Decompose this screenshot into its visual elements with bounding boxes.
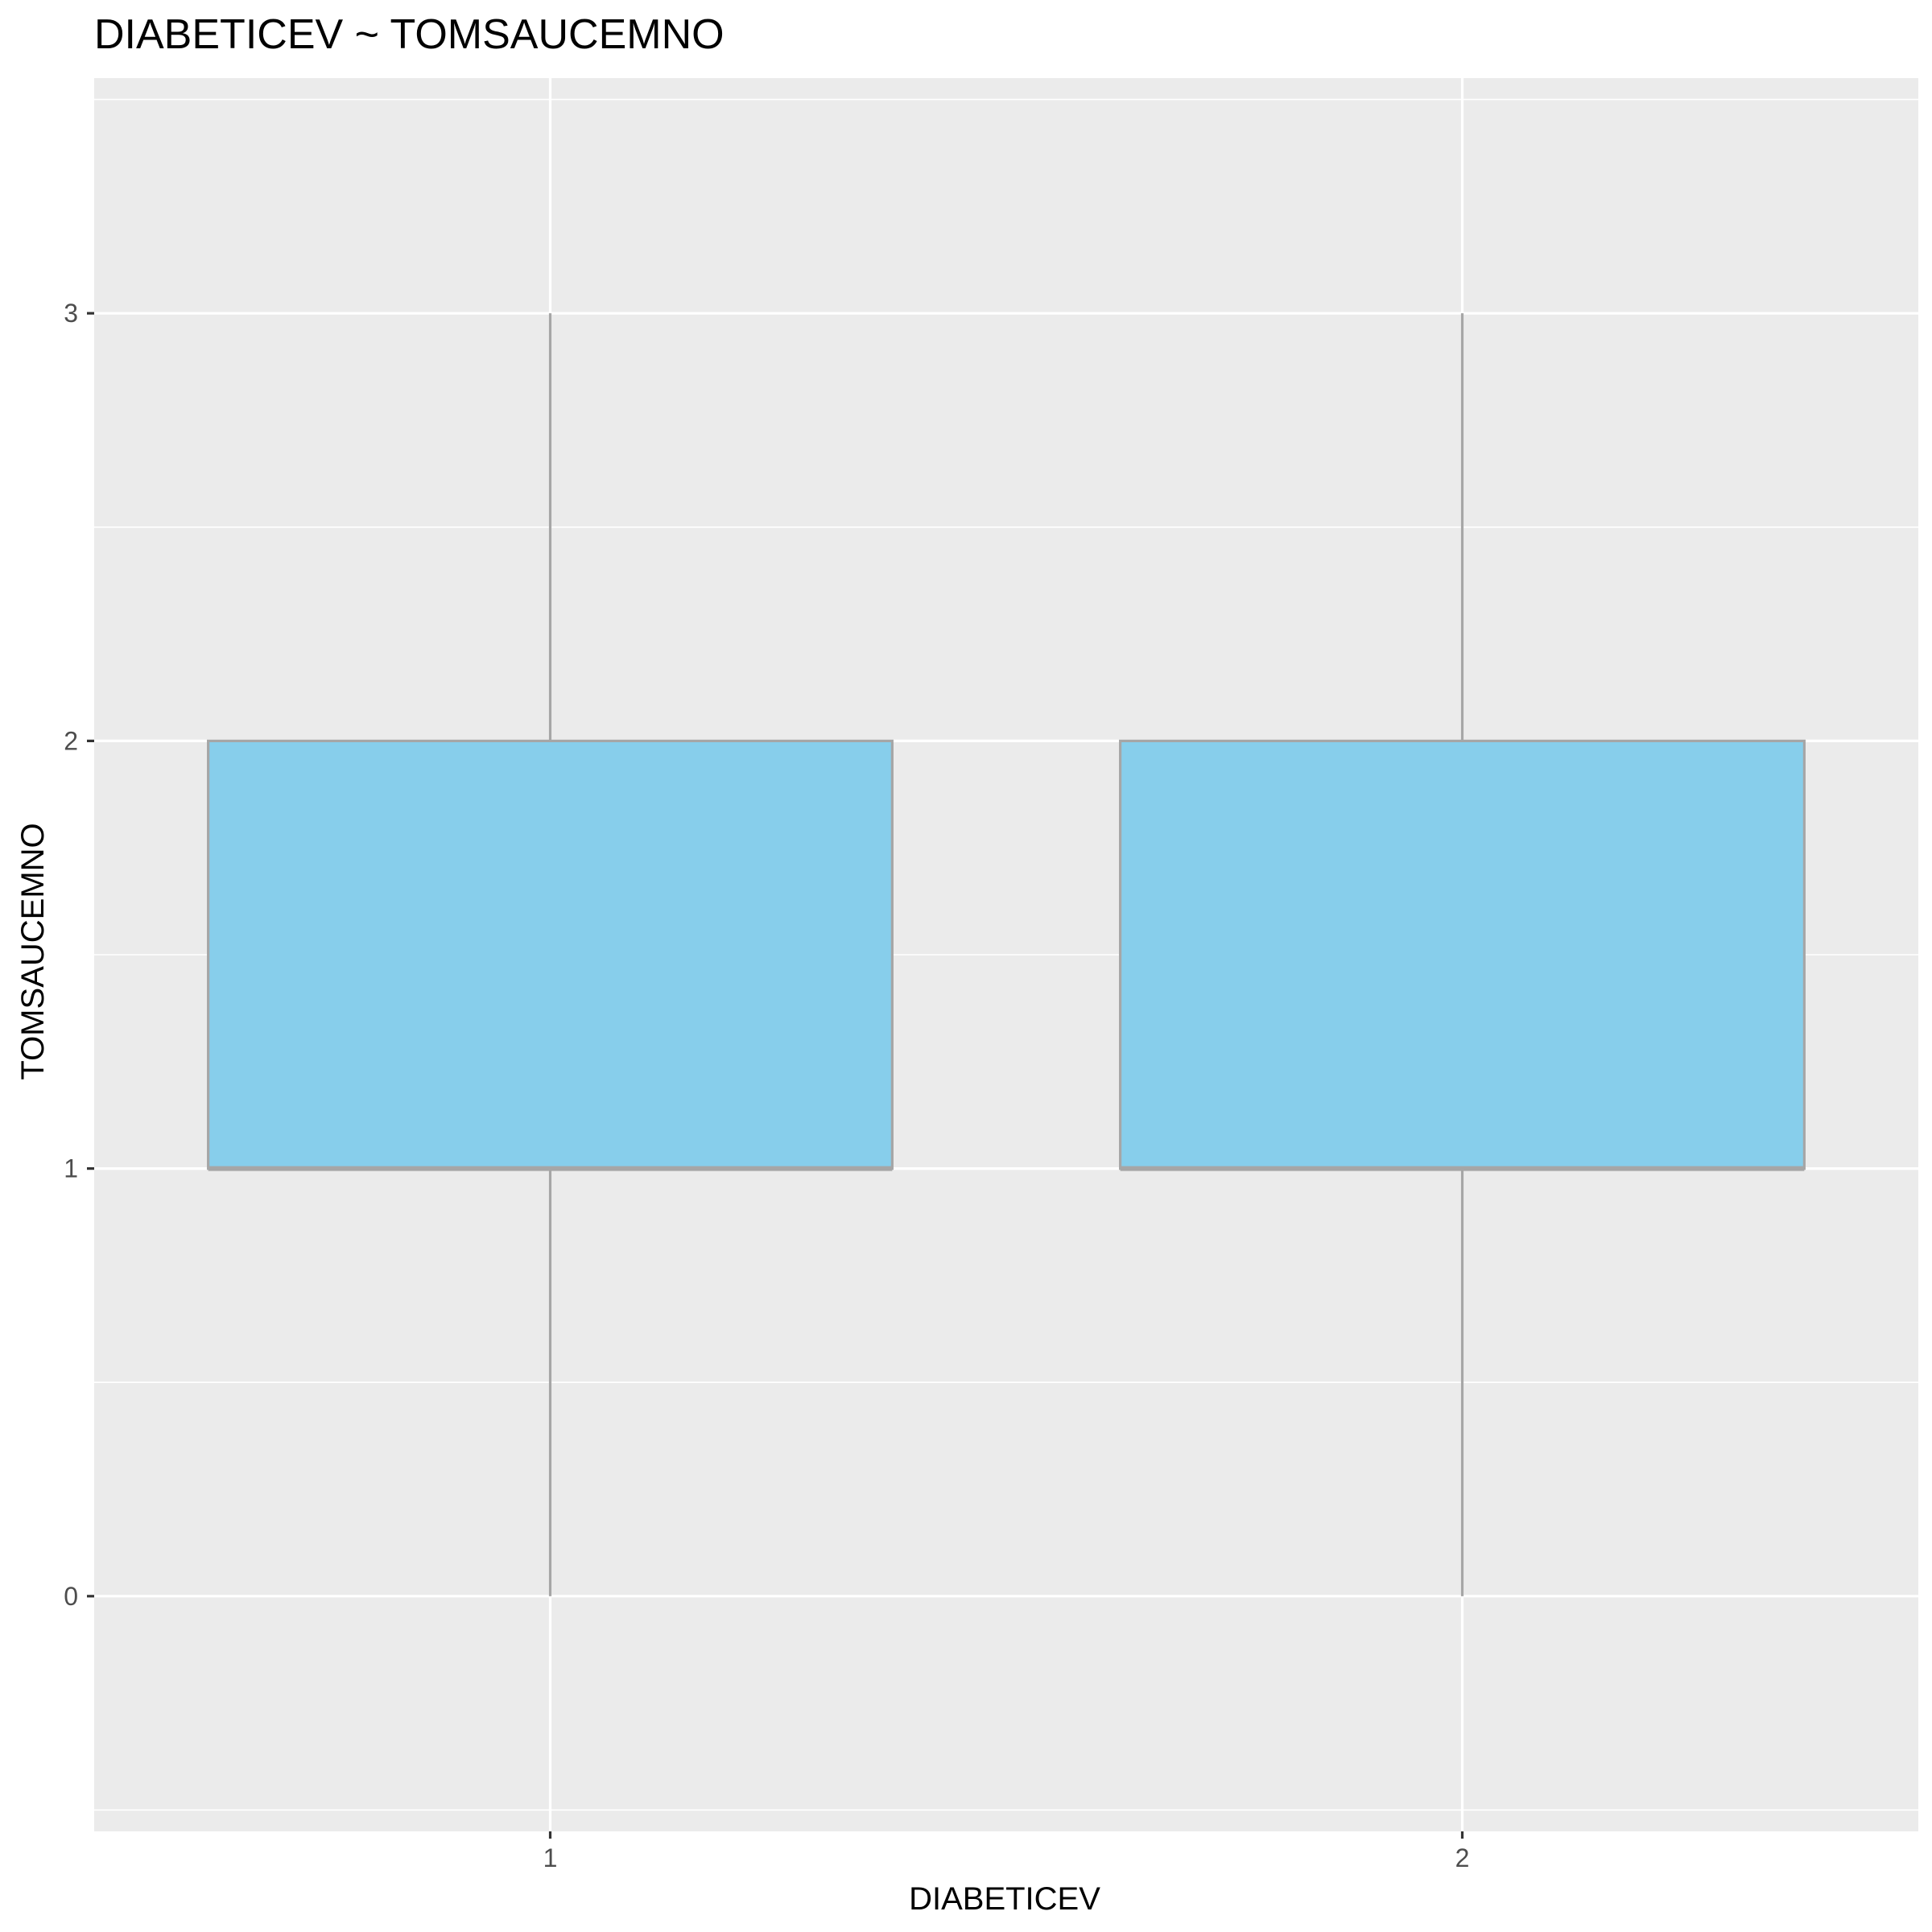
box-2 [1119,313,1806,1596]
chart-title: DIABETICEV ~ TOMSAUCEMNO [94,11,724,58]
x-tick-label: 2 [1455,1843,1470,1872]
box-1 [207,313,894,1596]
y-tick-label: 3 [64,299,78,328]
y-axis: 0 1 2 3 [64,299,94,1611]
y-axis-title: TOMSAUCEMNO [15,823,51,1080]
box-series [207,313,1806,1596]
x-tick-label: 1 [543,1843,558,1872]
y-tick-label: 2 [64,726,78,755]
box-body [207,739,894,1170]
x-axis-title: DIABETICEV [909,1881,1100,1917]
y-tick-label: 0 [64,1582,78,1611]
box-body [1119,739,1806,1170]
y-tick-label: 1 [64,1154,78,1183]
